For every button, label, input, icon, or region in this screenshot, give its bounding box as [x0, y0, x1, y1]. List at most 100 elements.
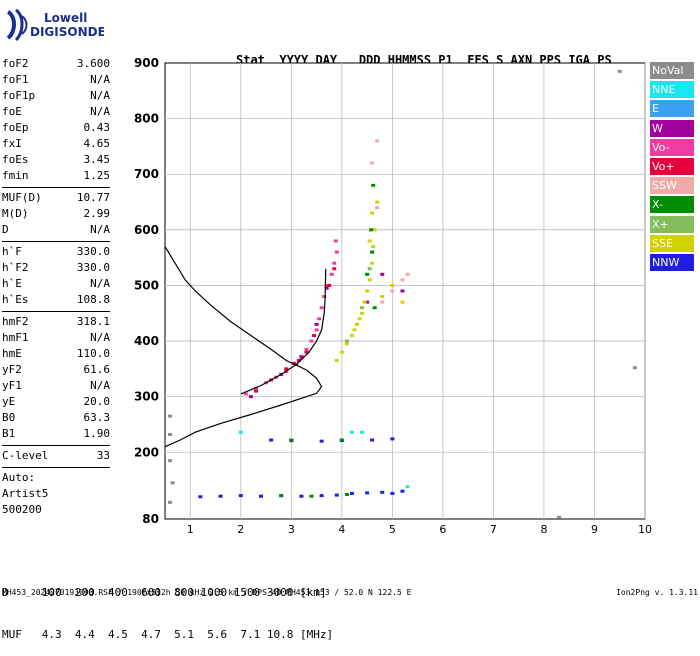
data-point [375, 206, 380, 210]
data-point [327, 283, 332, 287]
data-point [198, 495, 203, 499]
param-separator [2, 187, 110, 188]
x-tick-label: 5 [389, 523, 396, 536]
data-point [344, 342, 349, 346]
data-point [170, 481, 175, 485]
param-name: foEs [2, 153, 29, 166]
y-tick-label: 900 [134, 56, 159, 70]
data-point [349, 333, 354, 337]
legend-entry: Vo+ [650, 157, 694, 175]
param-row: h`Es 108.8 [2, 292, 110, 308]
data-point [617, 69, 622, 73]
param-row: foEs 3.45 [2, 152, 110, 168]
data-point [365, 289, 370, 293]
data-point [365, 300, 370, 304]
param-value: 1.90 [83, 427, 111, 440]
data-point [317, 317, 322, 321]
data-point [400, 278, 405, 282]
x-tick-label: 8 [540, 523, 547, 536]
data-point [259, 494, 263, 498]
data-point [360, 306, 365, 310]
data-point [243, 392, 248, 396]
data-point [357, 317, 362, 321]
data-point [360, 430, 365, 434]
data-point [375, 200, 380, 204]
param-value: 1.25 [83, 169, 111, 182]
data-point [360, 311, 365, 315]
data-point [299, 355, 304, 359]
param-separator [2, 241, 110, 242]
svg-text:Lowell: Lowell [44, 11, 87, 25]
param-row: D N/A [2, 222, 110, 238]
data-point [291, 361, 296, 365]
param-separator [2, 311, 110, 312]
param-row: foEp 0.43 [2, 120, 110, 136]
x-tick-label: 2 [237, 523, 244, 536]
data-point [369, 228, 374, 232]
y-tick-label: 300 [134, 390, 159, 404]
param-name: yF2 [2, 363, 22, 376]
param-row: hmF1 N/A [2, 330, 110, 346]
data-point [367, 239, 372, 243]
data-point [314, 328, 319, 332]
legend-entry: NNE [650, 81, 694, 99]
param-name: h`Es [2, 293, 29, 306]
data-point [319, 306, 324, 310]
data-point [400, 300, 405, 304]
muf-table: D 100 200 400 600 800 1000 1500 3000 [km… [2, 558, 333, 656]
param-row: h`F 330.0 [2, 244, 110, 260]
param-value: 4.65 [83, 137, 111, 150]
legend-entry: W [650, 119, 694, 137]
param-row: hmE 110.0 [2, 346, 110, 362]
ionogram-chart: 1 2 3 4 5 6 7 8 9 10 80 200 300 400 500 600 700 800 900 [134, 56, 652, 536]
param-row: fmin 1.25 [2, 168, 110, 184]
param-value: N/A [90, 89, 110, 102]
data-point [390, 437, 395, 441]
data-point [365, 491, 370, 495]
param-value: 33 [96, 449, 110, 462]
param-name: foEp [2, 121, 29, 134]
legend: NoVal NNE E W Vo- Vo+ SSW X- X+ SSE NNW [650, 62, 694, 273]
param-name: foE [2, 105, 22, 118]
muf-row: MUF 4.3 4.4 4.5 4.7 5.1 5.6 7.1 10.8 [MH… [2, 628, 334, 641]
param-name: D [2, 223, 9, 236]
footnote-info: MH453_2024270193000.RSF / 190fx512h 50 k… [2, 588, 412, 597]
param-name: hmE [2, 347, 22, 360]
data-point [344, 339, 349, 343]
data-point [319, 439, 324, 443]
param-name: hmF2 [2, 315, 29, 328]
data-point [333, 239, 338, 243]
param-name: MUF(D) [2, 191, 42, 204]
param-separator [2, 445, 110, 446]
param-row: M(D) 2.99 [2, 206, 110, 222]
param-name: B1 [2, 427, 16, 440]
data-point [632, 366, 637, 370]
data-point [279, 494, 284, 498]
param-row: MUF(D) 10.77 [2, 190, 110, 206]
param-name: h`E [2, 277, 22, 290]
param-name: hmF1 [2, 331, 29, 344]
param-name: yF1 [2, 379, 22, 392]
data-point [168, 414, 173, 418]
data-point [253, 389, 258, 393]
svg-text:DIGISONDE: DIGISONDE [30, 25, 104, 39]
param-value: N/A [90, 379, 110, 392]
data-point [289, 438, 294, 442]
param-name: foF2 [2, 57, 29, 70]
data-point [168, 500, 173, 504]
data-point [372, 306, 377, 310]
x-tick-label: 6 [439, 523, 446, 536]
data-point [304, 347, 309, 351]
param-value: 0.43 [83, 121, 111, 134]
param-value: N/A [90, 73, 110, 86]
param-name: h`F2 [2, 261, 29, 274]
legend-entry: E [650, 100, 694, 118]
param-name: h`F [2, 245, 22, 258]
data-point [332, 261, 337, 265]
data-point [329, 272, 334, 276]
legend-entry: SSW [650, 177, 694, 195]
param-value: N/A [90, 331, 110, 344]
electron-density-profile [164, 246, 323, 448]
data-point [253, 386, 258, 390]
data-point [375, 139, 380, 143]
